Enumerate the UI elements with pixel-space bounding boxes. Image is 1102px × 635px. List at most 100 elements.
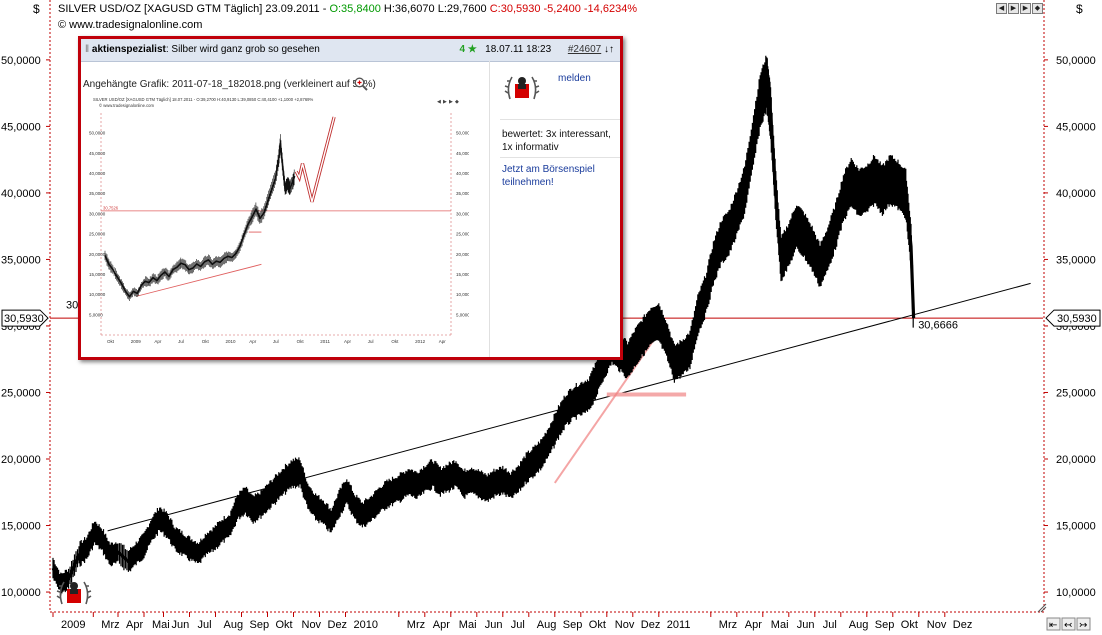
price-series (51, 55, 916, 596)
y-tick-label-right: 20,0000 (1056, 454, 1096, 466)
axis-zoom-icon[interactable]: ⇤ (1049, 620, 1057, 631)
mini-y-tick-label-left: 25,0000 (89, 232, 106, 237)
mini-y-tick-label: 15,0000 (456, 272, 469, 277)
axis-shrink-icon[interactable]: ↢ (1064, 620, 1072, 631)
mini-y-tick-label-left: 40,0000 (89, 171, 106, 176)
mini-y-tick-label: 25,0000 (456, 232, 469, 237)
x-tick-label: Sep (875, 619, 895, 631)
mini-x-tick-label: 2010 (226, 339, 237, 344)
zoom-out-icon[interactable]: ◆ (1032, 3, 1043, 14)
last-price-annotation: 30,6666 (918, 320, 958, 332)
post-sidebar: melden bewertet: 3x interessant, 1x info… (489, 61, 620, 357)
right-price-tag-label: 30,5930 (1057, 313, 1097, 325)
x-tick-label: Mai (771, 619, 789, 631)
x-tick-label: Mrz (719, 619, 737, 631)
x-tick-label: Jul (823, 619, 837, 631)
scroll-left-icon[interactable]: ◀ (996, 3, 1007, 14)
mini-x-axis: Okt 2009 Apr Jul Okt 2010 Apr Jul Okt 2011 Apr Jul O… (107, 339, 446, 344)
mini-y-tick-label-left: 50,0000 (89, 131, 106, 136)
x-tick-label: Apr (745, 619, 762, 631)
post-subject: : Silber wird ganz grob so gesehen (165, 44, 320, 55)
x-tick-label: Jul (511, 619, 525, 631)
mini-y-tick-label: 35,0000 (456, 191, 469, 196)
mini-x-tick-label: 2011 (320, 339, 330, 344)
mini-price-series (104, 116, 336, 301)
y-tick-label-right: 35,0000 (1056, 254, 1096, 266)
post-author[interactable]: aktienspezialist (91, 44, 166, 55)
mini-control-icon: ▶ (449, 99, 453, 105)
low-value: L:29,7600 (437, 3, 487, 15)
x-tick-label: Aug (224, 619, 244, 631)
x-tick-label: Okt (276, 619, 293, 631)
close-value: C:30,5930 -5,2400 -14,6234% (489, 3, 638, 15)
rating-text: bewertet: 3x interessant, 1x informativ (502, 129, 611, 153)
join-game-link[interactable]: Jetzt am Börsenspiel teilnehmen! (502, 164, 595, 188)
y-tick-label-left: 35,0000 (1, 254, 41, 266)
magnifier-icon[interactable] (354, 77, 368, 91)
x-tick-label: Dez (953, 619, 973, 631)
mini-x-tick-label: Jul (273, 339, 279, 344)
mini-chart-lines: 30,7526 (101, 205, 451, 297)
x-tick-label: Jul (198, 619, 212, 631)
sidebar-divider (500, 119, 620, 120)
axis-shrink-icon-box[interactable] (1061, 617, 1076, 631)
x-tick-label: Jun (485, 619, 503, 631)
y-tick-label-left: 45,0000 (1, 121, 41, 133)
y-tick-label-right: 15,0000 (1056, 521, 1096, 533)
axis-stretch-icon[interactable]: ↣ (1079, 620, 1087, 631)
axis-stretch-icon-box[interactable] (1076, 617, 1091, 631)
mini-y-tick-label: 10,0000 (456, 292, 469, 297)
x-tick-label: Mrz (101, 619, 119, 631)
mini-x-tick-label: Okt (297, 339, 305, 344)
vote-star-icon[interactable]: ★ (467, 44, 477, 55)
post-header: ‖ aktienspezialist: Silber wird ganz gro… (81, 39, 620, 62)
mini-chart-frame: SILVER USD/OZ [XAGUSD GTM Täglich] 18.07… (93, 97, 459, 336)
y-tick-label-right: 50,0000 (1056, 55, 1096, 67)
post-id-link[interactable]: #24607 (567, 44, 602, 55)
right-price-tag (1045, 309, 1101, 327)
author-avatar-icon[interactable] (504, 71, 540, 107)
mini-chart-title: SILVER USD/OZ [XAGUSD GTM Täglich] 18.07… (93, 97, 313, 102)
sort-arrows-icon[interactable]: ↓↑ (604, 44, 614, 55)
y-tick-label-left: 20,0000 (1, 454, 41, 466)
y-tick-label-right: 40,0000 (1056, 188, 1096, 200)
sidebar-divider-2 (500, 157, 620, 158)
x-tick-label: Mrz (407, 619, 425, 631)
x-tick-label: 2011 (667, 619, 691, 631)
y-tick-label-left: 40,0000 (1, 188, 41, 200)
x-tick-label: Sep (563, 619, 583, 631)
resize-grip-icon[interactable] (1037, 603, 1047, 613)
mini-x-tick-label: Jul (368, 339, 374, 344)
scroll-end-icon[interactable]: ▶ (1020, 3, 1031, 14)
scroll-right-icon[interactable]: ▶ (1008, 3, 1019, 14)
mini-x-tick-label: Okt (391, 339, 399, 344)
y-tick-label-right: 45,0000 (1056, 121, 1096, 133)
mini-y-tick-label-left: 5,0000 (89, 312, 103, 317)
report-link[interactable]: melden (558, 73, 591, 84)
mini-x-tick-label: Okt (202, 339, 210, 344)
mini-price-bars (104, 134, 295, 301)
x-tick-label: Okt (589, 619, 606, 631)
mini-x-tick-label: Apr (439, 339, 447, 344)
y-tick-label-left: 50,0000 (1, 55, 41, 67)
mini-x-tick-label: Apr (249, 339, 257, 344)
y-tick-label-right: 25,0000 (1056, 387, 1096, 399)
mini-y-tick-label-left: 20,0000 (89, 252, 106, 257)
open-value: O:35,8400 (329, 3, 381, 15)
x-tick-label: Dez (641, 619, 661, 631)
axis-zoom-icon-box[interactable] (1046, 617, 1061, 631)
x-tick-label: Nov (615, 619, 635, 631)
community-logo (56, 581, 92, 605)
x-tick-label: Apr (126, 619, 143, 631)
mini-y-tick-label-left: 35,0000 (89, 191, 106, 196)
mini-x-tick-label: Apr (344, 339, 352, 344)
mini-x-tick-label: 2012 (415, 339, 426, 344)
x-tick-label: Nov (302, 619, 322, 631)
mini-y-axis: 5,0000 5,0000 10,0000 10,0000 15,0000 15,0000… (89, 131, 469, 318)
copyright-text: © www.tradesignalonline.com (58, 19, 203, 31)
mini-y-tick-label: 50,0000 (456, 131, 469, 136)
mini-y-tick-label-left: 45,0000 (89, 151, 106, 156)
left-price-tag (1, 309, 49, 327)
post-meta: 4 ★ 18.07.11 18:23 #24607 ↓↑ (460, 44, 614, 55)
x-axis: 2009 Mrz Apr Mai Jun Jul Aug Sep Okt Nov Dez 2010 Mr… (52, 612, 973, 631)
